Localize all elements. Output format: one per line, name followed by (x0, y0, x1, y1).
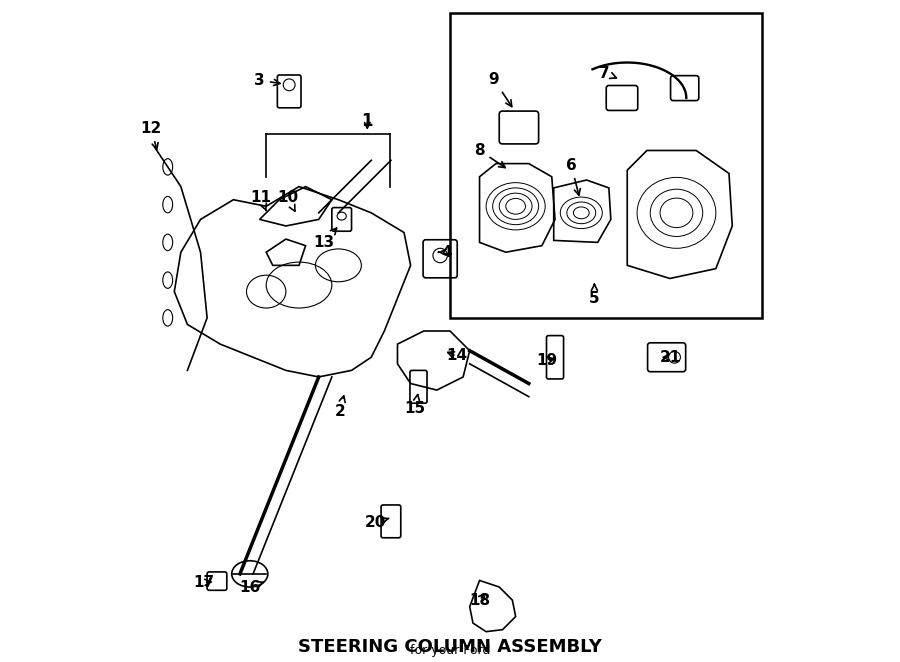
Text: 4: 4 (438, 245, 452, 260)
Text: 10: 10 (277, 190, 299, 211)
Text: 1: 1 (362, 112, 373, 130)
Text: 7: 7 (599, 66, 616, 81)
Text: 18: 18 (469, 592, 491, 608)
Text: 17: 17 (194, 575, 214, 590)
Text: 14: 14 (446, 348, 467, 363)
Text: 6: 6 (566, 158, 580, 195)
Text: 13: 13 (313, 228, 337, 250)
Text: 16: 16 (239, 579, 264, 594)
Text: 20: 20 (364, 515, 389, 530)
Text: 2: 2 (334, 396, 346, 418)
Text: 15: 15 (405, 395, 426, 416)
Text: 12: 12 (140, 121, 162, 149)
Text: for your Ford: for your Ford (410, 644, 490, 657)
Text: STEERING COLUMN ASSEMBLY: STEERING COLUMN ASSEMBLY (298, 638, 602, 657)
Text: 3: 3 (255, 73, 280, 88)
Text: 8: 8 (474, 143, 505, 167)
Text: 21: 21 (660, 350, 680, 365)
Text: 19: 19 (536, 353, 558, 368)
Bar (450, 13, 761, 318)
Text: 9: 9 (489, 72, 512, 107)
Text: 11: 11 (250, 190, 272, 211)
Text: 5: 5 (590, 284, 599, 306)
